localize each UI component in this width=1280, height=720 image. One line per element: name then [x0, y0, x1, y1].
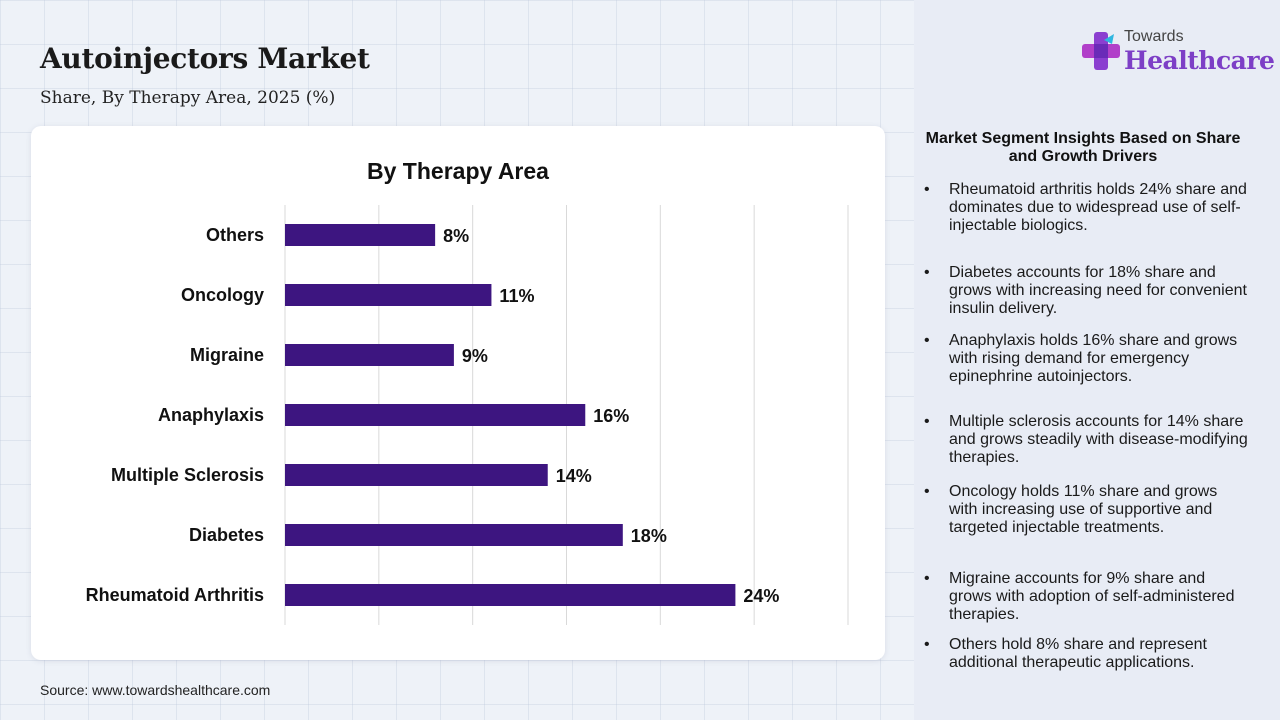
insight-item: • Migraine accounts for 9% share and grow… [924, 570, 1250, 624]
page-title: Autoinjectors Market [40, 42, 370, 75]
insights-title: Market Segment Insights Based on Share a… [925, 130, 1241, 165]
insight-item: • Others hold 8% share and represent addi… [924, 636, 1250, 672]
insight-text: Others hold 8% share and represent addit… [949, 636, 1207, 671]
towards-healthcare-logo: Towards Healthcare [1080, 26, 1275, 78]
data-label: 14% [556, 466, 592, 486]
insight-item: • Multiple sclerosis accounts for 14% sha… [924, 413, 1250, 467]
logo-text-healthcare: Healthcare [1124, 46, 1275, 75]
bullet-icon: • [924, 181, 930, 198]
insights-panel [914, 0, 1280, 720]
category-label: Rheumatoid Arthritis [86, 585, 264, 605]
category-label: Multiple Sclerosis [111, 465, 264, 485]
insight-item: • Oncology holds 11% share and grows with… [924, 483, 1250, 537]
left-area: Autoinjectors Market Share, By Therapy A… [31, 42, 885, 698]
page-subtitle: Share, By Therapy Area, 2025 (%) [40, 88, 336, 108]
bar [285, 404, 586, 426]
insight-text: Diabetes accounts for 18% share and grow… [949, 264, 1247, 317]
source-note: Source: www.towardshealthcare.com [40, 682, 271, 698]
insight-text: Rheumatoid arthritis holds 24% share and… [949, 181, 1247, 234]
bullet-icon: • [924, 570, 930, 587]
data-label: 24% [743, 586, 779, 606]
data-label: 18% [631, 526, 667, 546]
data-label: 16% [593, 406, 629, 426]
insight-item: • Diabetes accounts for 18% share and gro… [924, 264, 1250, 318]
category-label: Anaphylaxis [158, 405, 264, 425]
bar [285, 464, 548, 486]
category-label: Others [206, 225, 264, 245]
bar [285, 584, 736, 606]
insight-text: Oncology holds 11% share and grows with … [949, 483, 1218, 536]
category-label: Diabetes [189, 525, 264, 545]
logo-text-towards: Towards [1124, 28, 1184, 45]
bar [285, 524, 623, 546]
bar [285, 284, 492, 306]
insight-text: Multiple sclerosis accounts for 14% shar… [949, 413, 1248, 466]
bar [285, 344, 454, 366]
bullet-icon: • [924, 264, 930, 281]
insight-item: • Anaphylaxis holds 16% share and grows w… [924, 332, 1250, 386]
category-label: Migraine [190, 345, 264, 365]
category-label: Oncology [181, 285, 264, 305]
bar-chart: Others 8% Oncology 11% Migraine 9% Anaphylaxis… [86, 205, 849, 625]
insight-text: Anaphylaxis holds 16% share and grows wi… [949, 332, 1238, 385]
data-label: 8% [443, 226, 469, 246]
insight-item: • Rheumatoid arthritis holds 24% share an… [924, 181, 1250, 235]
bullet-icon: • [924, 332, 930, 349]
medical-cross-icon [1082, 32, 1120, 70]
chart-title: By Therapy Area [367, 158, 549, 184]
bars [285, 224, 736, 606]
chart-card [31, 126, 885, 660]
bar [285, 224, 436, 246]
bullet-icon: • [924, 483, 930, 500]
labels: Others 8% Oncology 11% Migraine 9% Anaphylaxis… [86, 225, 780, 606]
bullet-icon: • [924, 413, 930, 430]
data-label: 9% [462, 346, 488, 366]
bullet-icon: • [924, 636, 930, 653]
data-label: 11% [499, 286, 534, 306]
insight-text: Migraine accounts for 9% share and grows… [949, 570, 1235, 623]
